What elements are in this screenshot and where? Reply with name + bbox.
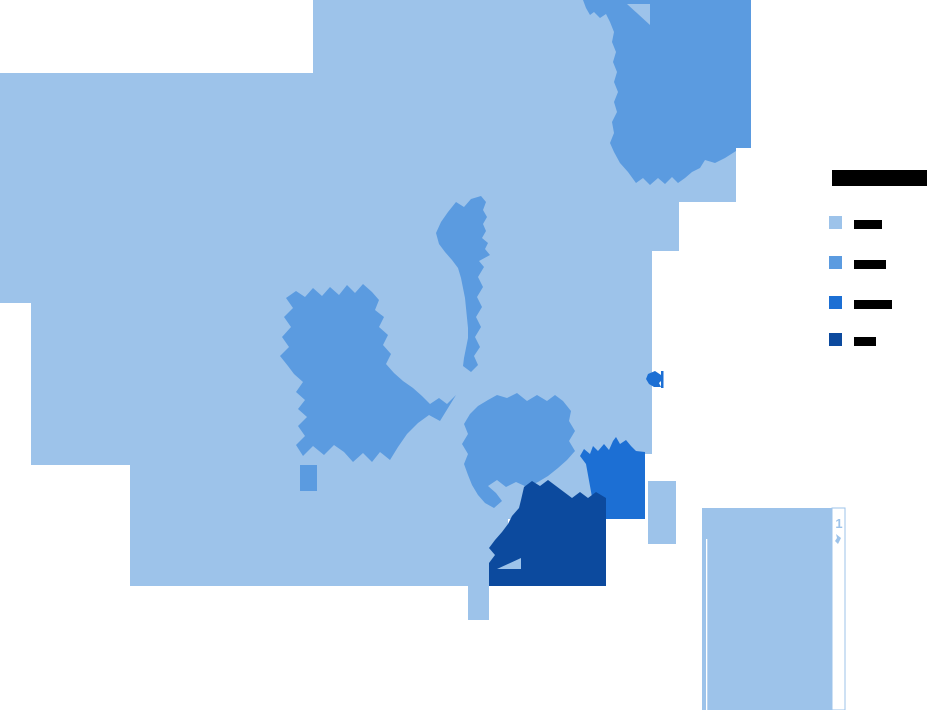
svg-text:1: 1: [835, 516, 842, 531]
